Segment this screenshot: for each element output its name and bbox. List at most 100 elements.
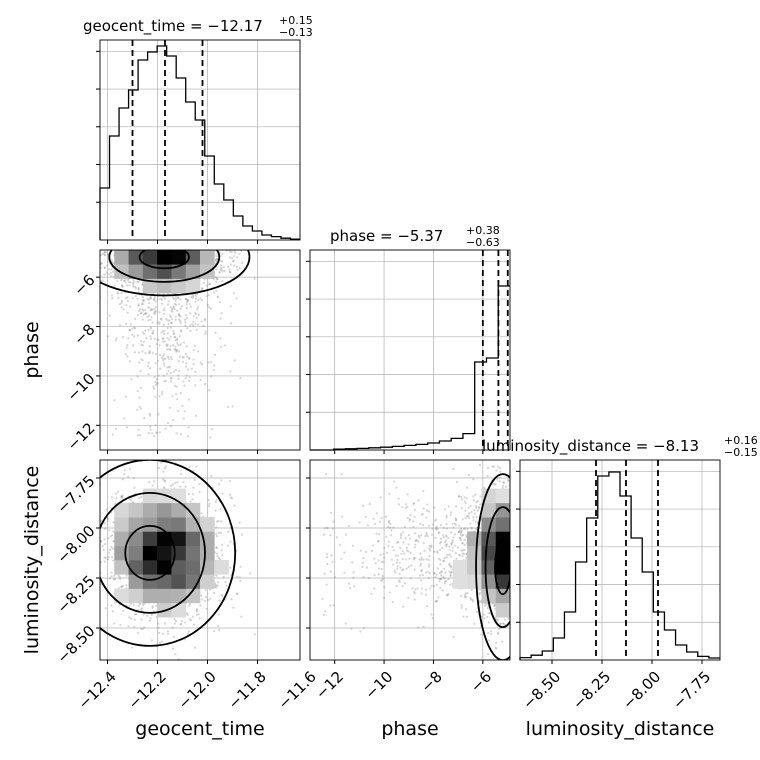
scatter-point (94, 559, 96, 561)
scatter-point (166, 343, 169, 346)
scatter-point (108, 577, 111, 580)
scatter-point (134, 287, 137, 290)
scatter-point (188, 604, 191, 607)
scatter-point (149, 335, 152, 338)
scatter-point (112, 530, 115, 533)
scatter-point (112, 540, 115, 543)
scatter-point (185, 242, 187, 244)
density-cell (114, 264, 129, 279)
scatter-point (194, 242, 196, 244)
scatter-point (227, 530, 230, 534)
scatter-point (204, 332, 207, 336)
scatter-point (170, 318, 174, 321)
scatter-point (167, 232, 169, 234)
scatter-point (184, 321, 187, 324)
scatter-point (253, 633, 256, 636)
scatter-point (149, 296, 152, 299)
scatter-point (205, 596, 208, 599)
scatter-point (140, 608, 143, 611)
scatter-point (192, 349, 195, 352)
scatter-point (174, 653, 177, 656)
scatter-point (79, 250, 81, 252)
scatter-point (163, 246, 165, 248)
scatter-point (173, 219, 175, 221)
scatter-point (141, 302, 144, 306)
scatter-point (182, 356, 185, 359)
scatter-point (138, 309, 141, 313)
scatter-point (141, 295, 144, 299)
scatter-point (149, 242, 151, 244)
scatter-point (107, 556, 110, 559)
scatter-point (162, 362, 166, 365)
scatter-point (188, 235, 190, 237)
scatter-point (187, 247, 189, 249)
scatter-point (191, 323, 194, 326)
scatter-point (141, 308, 144, 311)
scatter-point (140, 228, 142, 230)
scatter-point (185, 303, 188, 306)
scatter-point (176, 338, 179, 341)
scatter-point (176, 296, 179, 299)
scatter-point (127, 337, 130, 340)
scatter-point (185, 362, 188, 365)
scatter-point (135, 612, 138, 616)
scatter-point (140, 340, 143, 343)
scatter-point (179, 307, 182, 310)
scatter-point (210, 475, 213, 478)
scatter-point (124, 244, 126, 246)
scatter-point (111, 534, 114, 537)
scatter-point (215, 498, 218, 501)
scatter-point (186, 298, 189, 302)
scatter-point (198, 617, 201, 620)
scatter-point (97, 270, 99, 272)
scatter-point (112, 235, 114, 237)
scatter-point (207, 361, 210, 364)
scatter-point (101, 252, 104, 256)
scatter-point (145, 336, 148, 340)
scatter-point (162, 337, 165, 340)
scatter-point (110, 496, 114, 499)
scatter-point (137, 245, 139, 247)
scatter-point (152, 387, 156, 390)
scatter-point (174, 619, 177, 623)
scatter-point (146, 315, 149, 318)
scatter-point (169, 484, 172, 487)
scatter-point (182, 360, 185, 363)
scatter-point (138, 248, 140, 250)
scatter-point (160, 461, 163, 464)
scatter-point (191, 294, 194, 297)
scatter-point (225, 584, 228, 587)
scatter-point (215, 276, 218, 279)
scatter-point (154, 247, 156, 249)
scatter-point (148, 243, 150, 245)
scatter-point (174, 339, 177, 342)
scatter-point (103, 527, 107, 530)
scatter-point (104, 607, 107, 610)
scatter-point (157, 626, 160, 629)
scatter-point (125, 346, 128, 349)
scatter-point (169, 425, 172, 428)
scatter-point (136, 434, 139, 437)
scatter-point (183, 318, 187, 321)
scatter-point (140, 386, 143, 389)
density-cells-phase-vs-geocent_time (114, 250, 215, 294)
scatter-point (188, 376, 191, 379)
scatter-point (106, 264, 109, 267)
scatter-point (175, 393, 178, 396)
scatter-point (85, 258, 87, 260)
scatter-point (100, 539, 102, 542)
scatter-point (185, 345, 188, 348)
scatter-point (194, 312, 197, 315)
scatter-point (148, 244, 150, 246)
scatter-point (142, 613, 145, 616)
scatter-point (147, 298, 150, 301)
scatter-point (100, 262, 103, 265)
scatter-point (221, 543, 224, 546)
scatter-point (240, 533, 244, 536)
scatter-point (221, 492, 224, 495)
scatter-point (179, 315, 182, 318)
scatter-point (180, 245, 182, 247)
scatter-point (185, 245, 187, 247)
scatter-point (126, 344, 129, 347)
scatter-point (219, 264, 222, 267)
